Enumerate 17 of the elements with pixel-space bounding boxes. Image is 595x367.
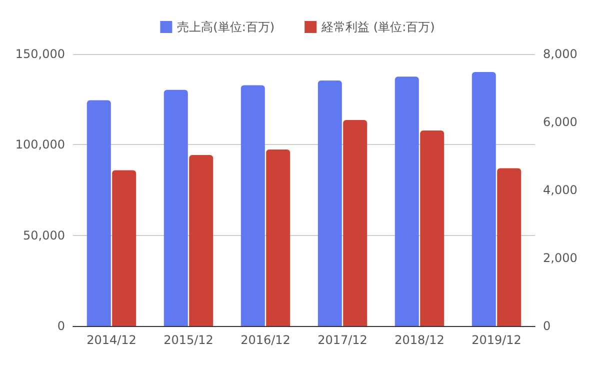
y-tick-label: 150,000 xyxy=(15,47,65,61)
y2-tick-label: 8,000 xyxy=(543,47,578,61)
x-tick-label: 2017/12 xyxy=(318,333,368,347)
x-tick-label: 2014/12 xyxy=(86,333,136,347)
x-tick-label: 2016/12 xyxy=(240,333,290,347)
y2-tick-label: 2,000 xyxy=(543,251,578,265)
y-tick-label: 0 xyxy=(57,319,65,333)
y-tick-label: 50,000 xyxy=(23,228,65,242)
x-tick-label: 2019/12 xyxy=(472,333,522,347)
y2-tick-label: 4,000 xyxy=(543,183,578,197)
y2-tick-label: 0 xyxy=(543,319,551,333)
y-tick-label: 100,000 xyxy=(15,138,65,152)
y2-tick-label: 6,000 xyxy=(543,115,578,129)
legend-label: 経常利益 (単位:百万) xyxy=(320,20,435,34)
x-tick-label: 2018/12 xyxy=(394,333,444,347)
x-tick-label: 2015/12 xyxy=(164,333,214,347)
legend-label: 売上高(単位:百万) xyxy=(177,20,275,34)
